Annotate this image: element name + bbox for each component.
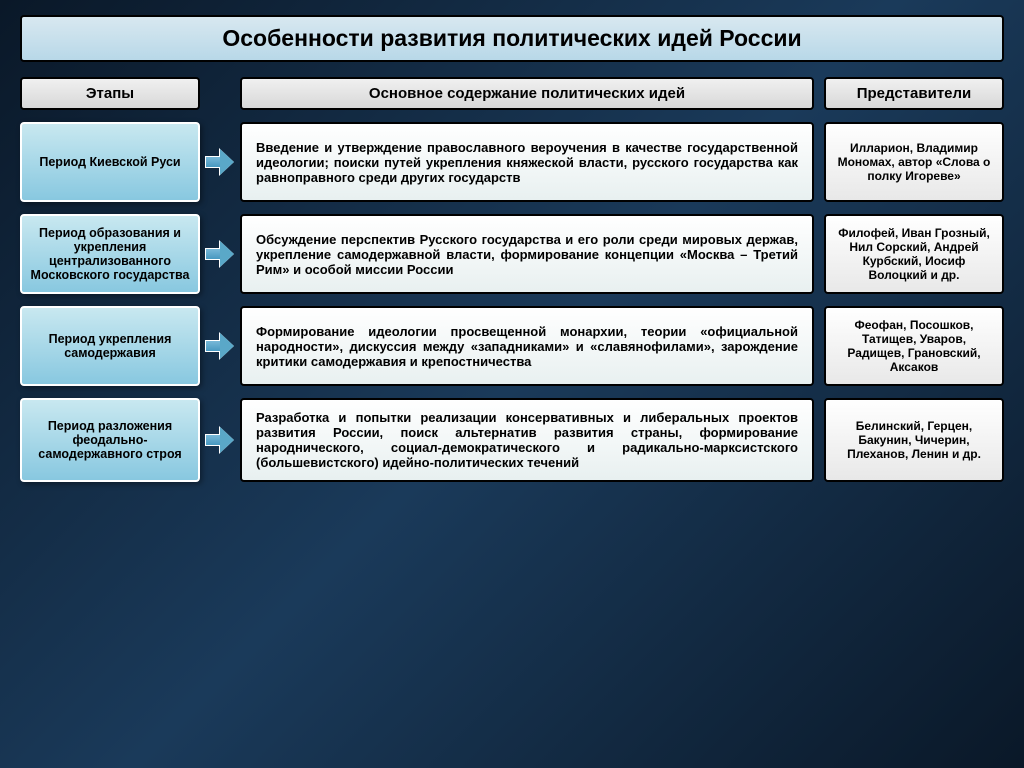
header-stages: Этапы	[20, 77, 200, 110]
stage-cell: Период образования и укрепления централи…	[20, 214, 200, 294]
table-row: Период укрепления самодержавия Формирова…	[20, 306, 1004, 386]
table-row: Период Киевской Руси Введение и утвержде…	[20, 122, 1004, 202]
arrow-icon	[200, 214, 240, 294]
content-cell: Введение и утверждение православного вер…	[240, 122, 814, 202]
content-cell: Формирование идеологии просвещенной мона…	[240, 306, 814, 386]
stage-cell: Период Киевской Руси	[20, 122, 200, 202]
rep-cell: Феофан, Посошков, Татищев, Уваров, Радищ…	[824, 306, 1004, 386]
table-row: Период образования и укрепления централи…	[20, 214, 1004, 294]
stage-cell: Период разложения феодально-самодержавно…	[20, 398, 200, 482]
arrow-icon	[200, 306, 240, 386]
table-row: Период разложения феодально-самодержавно…	[20, 398, 1004, 482]
stage-cell: Период укрепления самодержавия	[20, 306, 200, 386]
rep-cell: Белинский, Герцен, Бакунин, Чичерин, Пле…	[824, 398, 1004, 482]
rep-cell: Илларион, Владимир Мономах, автор «Слова…	[824, 122, 1004, 202]
header-reps: Представители	[824, 77, 1004, 110]
content-cell: Обсуждение перспектив Русского государст…	[240, 214, 814, 294]
header-content: Основное содержание политических идей	[240, 77, 814, 110]
rep-cell: Филофей, Иван Грозный, Нил Сорский, Андр…	[824, 214, 1004, 294]
arrow-icon	[200, 122, 240, 202]
main-title: Особенности развития политических идей Р…	[20, 15, 1004, 62]
arrow-icon	[200, 398, 240, 482]
column-headers: Этапы Основное содержание политических и…	[20, 77, 1004, 110]
content-cell: Разработка и попытки реализации консерва…	[240, 398, 814, 482]
